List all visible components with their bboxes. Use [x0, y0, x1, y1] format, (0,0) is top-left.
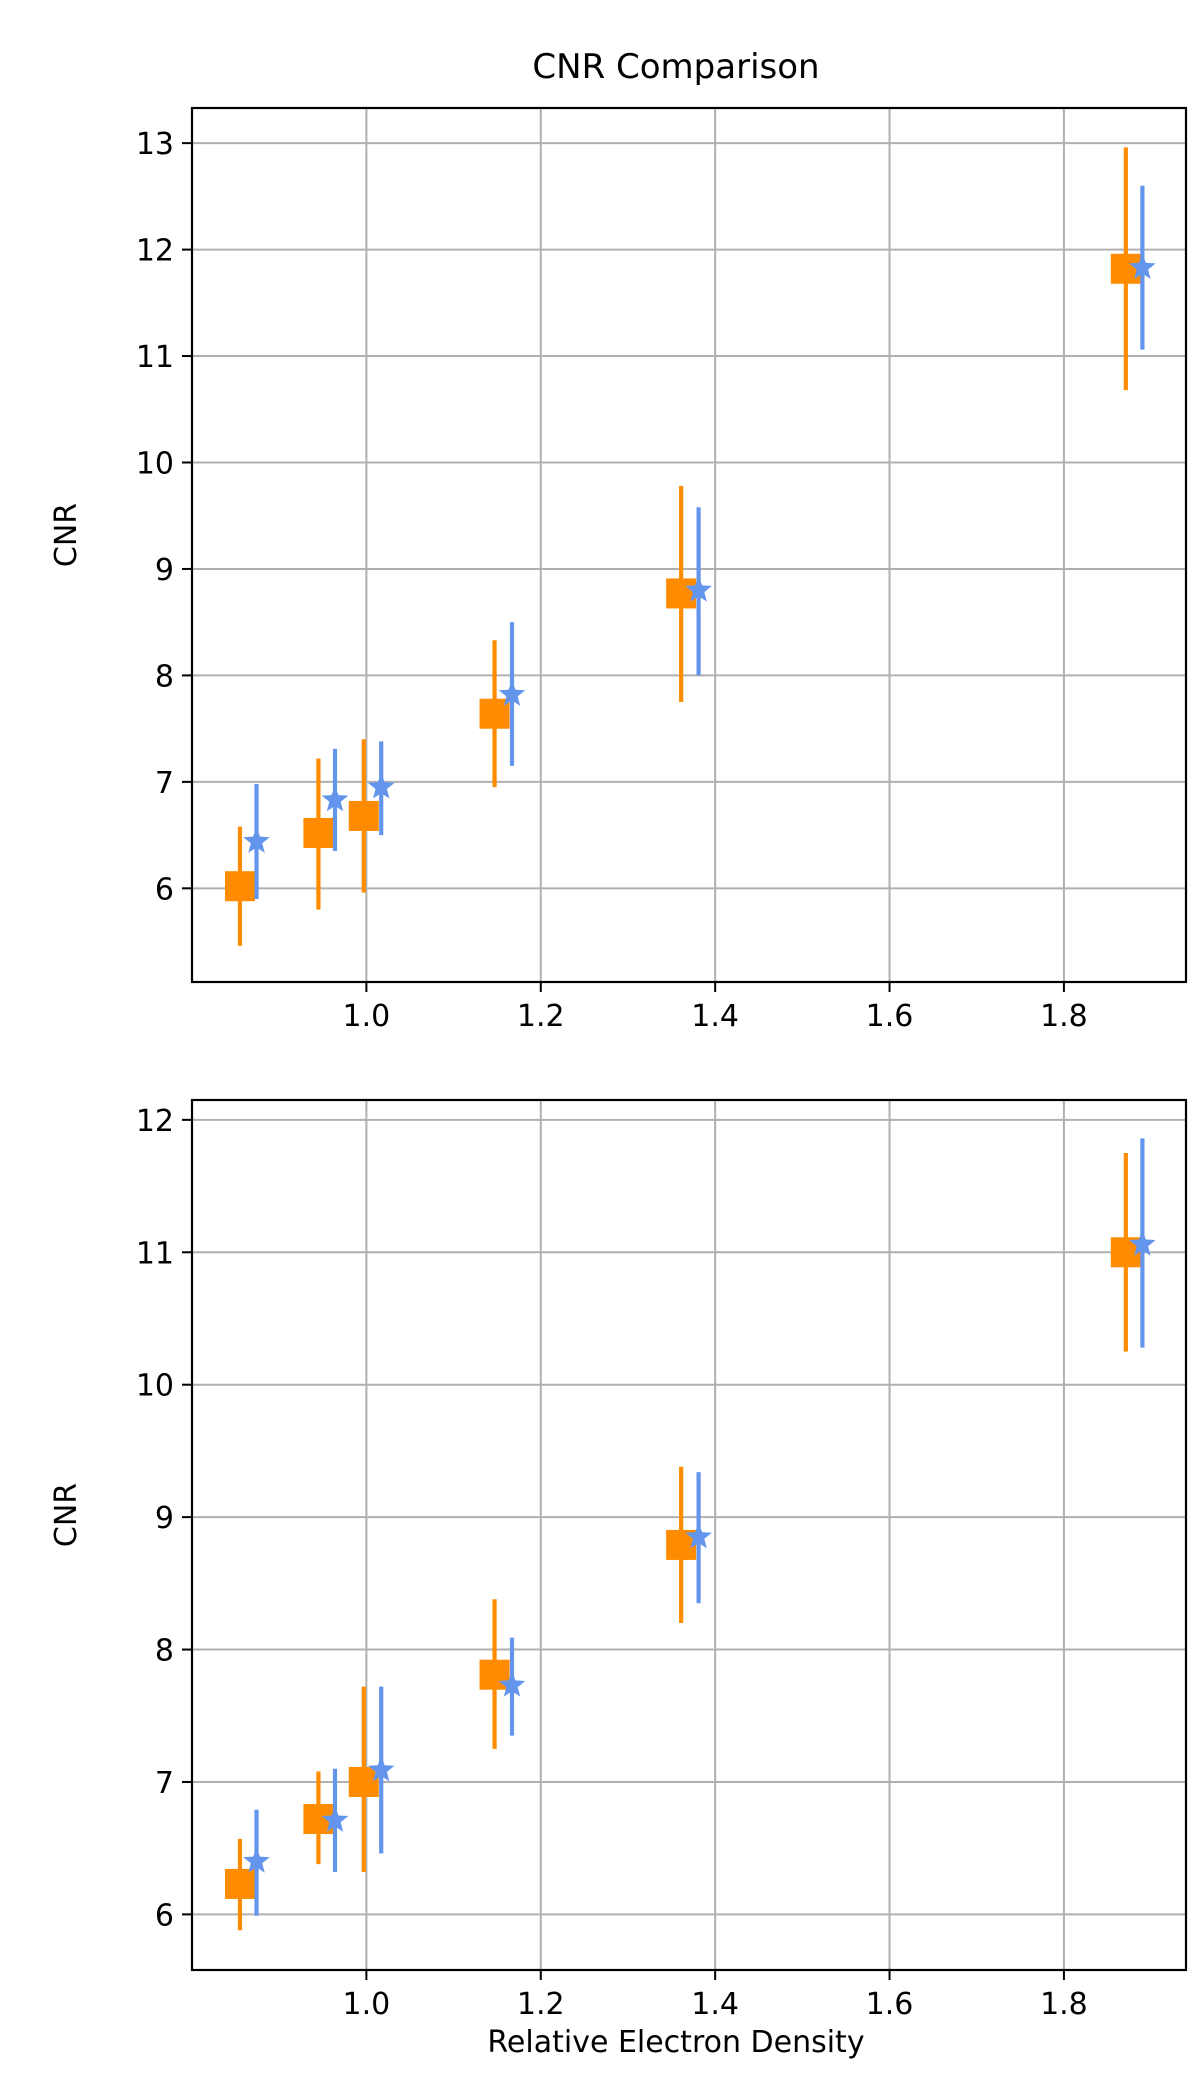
data-point-star [685, 576, 712, 602]
data-point-star [1129, 1230, 1156, 1256]
x-tick-label: 1.2 [517, 999, 565, 1034]
x-tick-label: 1.6 [866, 999, 914, 1034]
y-tick-label: 7 [155, 766, 174, 801]
y-tick-label: 7 [155, 1766, 174, 1801]
data-point-star [321, 1806, 349, 1832]
y-tick-label: 6 [155, 1898, 174, 1933]
y-tick-label: 10 [136, 446, 174, 481]
y-axis-label: CNR [49, 1483, 84, 1547]
series-star [243, 185, 1156, 899]
y-tick-label: 11 [136, 1236, 174, 1271]
y-tick-label: 9 [155, 1501, 174, 1536]
data-point-star [243, 1847, 270, 1873]
axis-ticks: 1.0 1.2 1.4 1.6 1.8 6 7 8 9 10 11 12 13 [136, 127, 1088, 1034]
data-point-star [498, 680, 526, 706]
y-tick-label: 6 [155, 872, 174, 907]
series-star [243, 1138, 1156, 1916]
y-tick-label: 8 [155, 1634, 174, 1669]
plot-frame [190, 1098, 1188, 1972]
data-point-square [303, 817, 334, 848]
data-point-star [243, 827, 270, 853]
x-tick-label: 1.0 [343, 999, 391, 1034]
data-point-square [666, 578, 697, 609]
series-square [224, 1152, 1141, 1931]
x-tick-label: 1.2 [517, 1987, 565, 2022]
data-point-star [367, 773, 395, 799]
data-point-star [498, 1671, 526, 1697]
y-tick-label: 9 [155, 553, 174, 588]
data-point-square [224, 871, 255, 902]
y-tick-label: 11 [136, 340, 174, 375]
gridlines [192, 108, 1186, 982]
data-point-square [224, 1868, 255, 1899]
data-point-star [1129, 253, 1156, 279]
data-point-star [321, 786, 349, 812]
chart-title: CNR Comparison [532, 47, 819, 87]
data-point-square [348, 800, 379, 831]
y-tick-label: 12 [136, 1104, 174, 1139]
x-tick-label: 1.8 [1040, 1987, 1088, 2022]
y-tick-label: 13 [136, 127, 174, 162]
data-point-star [367, 1756, 395, 1782]
series-square [224, 147, 1141, 946]
top-chart: CNR Comparison CNR 1.0 1.2 1.4 1.6 1.8 6 7 8 9 10… [49, 47, 1188, 1034]
x-tick-label: 1.6 [866, 1987, 914, 2022]
x-tick-label: 1.0 [343, 1987, 391, 2022]
y-axis-label: CNR [49, 503, 84, 567]
plot-frame [190, 106, 1188, 984]
axis-ticks: 1.0 1.2 1.4 1.6 1.8 6 7 8 9 10 11 12 [136, 1104, 1088, 2022]
y-tick-label: 8 [155, 659, 174, 694]
x-tick-label: 1.4 [691, 999, 739, 1034]
x-tick-label: 1.4 [691, 1987, 739, 2022]
data-point-square [348, 1766, 379, 1797]
y-tick-label: 12 [136, 234, 174, 269]
x-tick-label: 1.8 [1040, 999, 1088, 1034]
y-tick-label: 10 [136, 1369, 174, 1404]
bottom-chart: CNR Relative Electron Density 1.0 1.2 1.4 1… [49, 1098, 1188, 2060]
data-point-star [685, 1523, 712, 1549]
x-axis-label: Relative Electron Density [487, 2025, 864, 2060]
